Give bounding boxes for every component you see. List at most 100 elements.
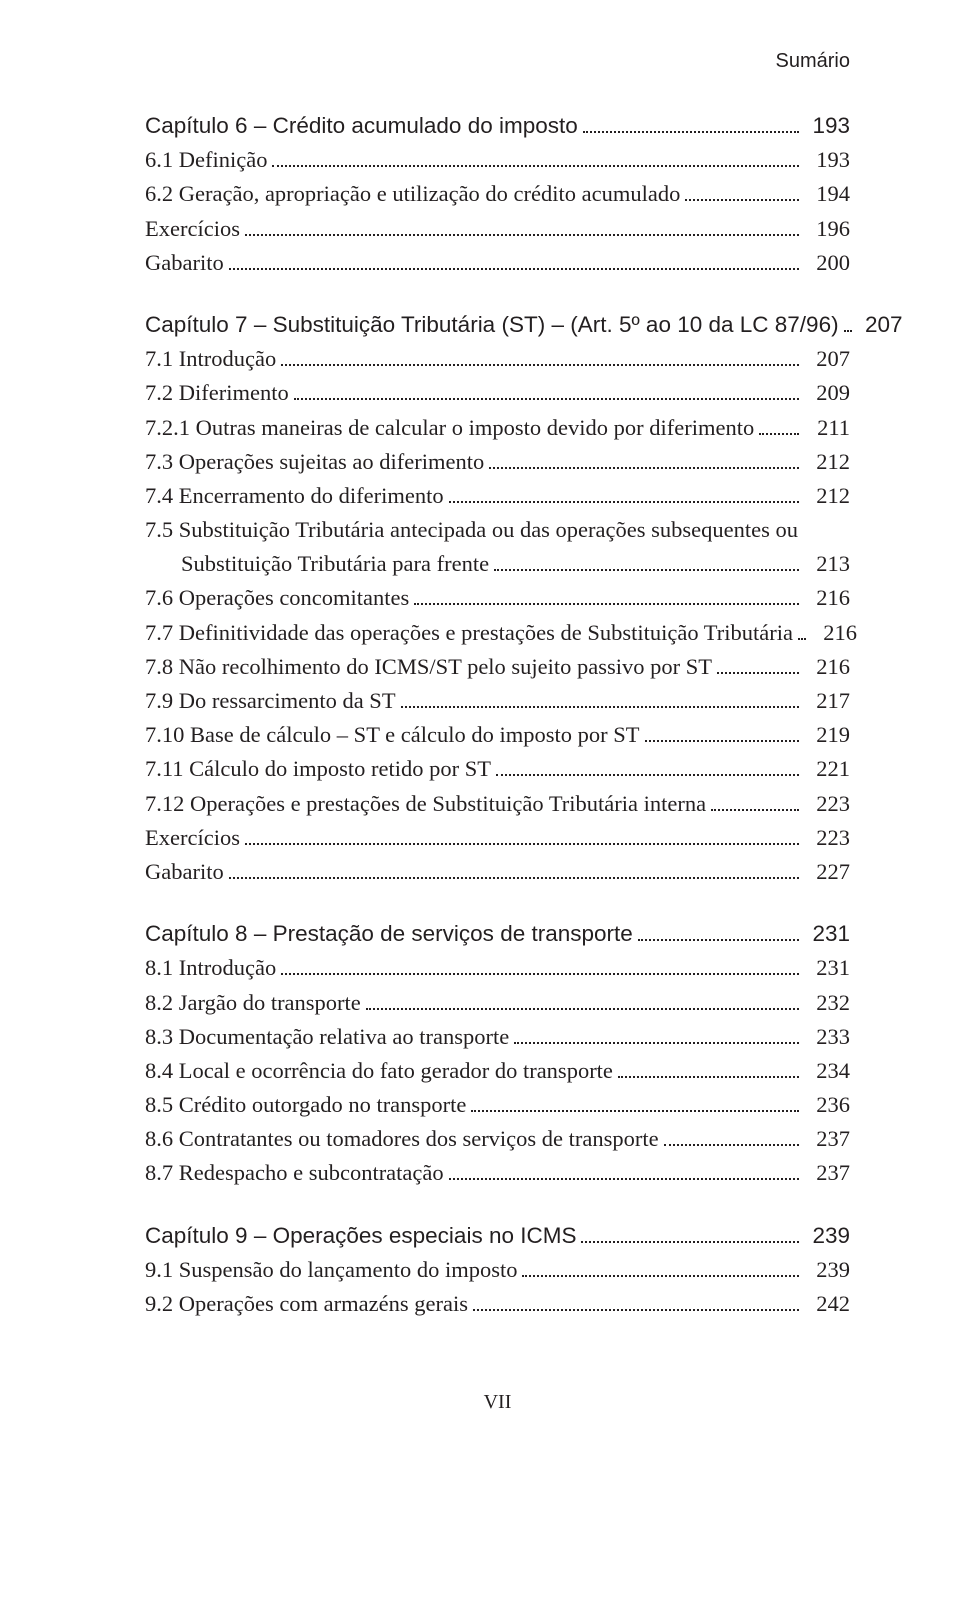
toc-label: 9.1 Suspensão do lançamento do imposto bbox=[145, 1253, 517, 1287]
toc-label: 7.12 Operações e prestações de Substitui… bbox=[145, 787, 706, 821]
toc-page-number: 216 bbox=[804, 650, 850, 684]
toc-section: Capítulo 7 – Substituição Tributária (ST… bbox=[145, 308, 850, 889]
toc-entry-row: 7.2.1 Outras maneiras de calcular o impo… bbox=[145, 411, 850, 445]
toc-label: 7.11 Cálculo do imposto retido por ST bbox=[145, 752, 491, 786]
toc-entry-row: Substituição Tributária para frente213 bbox=[145, 547, 850, 581]
page-header: Sumário bbox=[145, 50, 850, 73]
toc-page-number: 217 bbox=[804, 684, 850, 718]
toc-entry-row: Exercícios196 bbox=[145, 212, 850, 246]
toc-entry-row: 9.2 Operações com armazéns gerais242 bbox=[145, 1287, 850, 1321]
toc-leader-dots bbox=[401, 694, 799, 708]
toc-page-number: 193 bbox=[804, 109, 850, 143]
toc-entry-row: 6.1 Definição 193 bbox=[145, 143, 850, 177]
toc-page-number: 207 bbox=[804, 342, 850, 376]
toc-leader-dots bbox=[798, 625, 806, 639]
toc-page: Sumário Capítulo 6 – Crédito acumulado d… bbox=[0, 0, 960, 1454]
toc-leader-dots bbox=[581, 1228, 799, 1242]
toc-entry-row: 6.2 Geração, apropriação e utilização do… bbox=[145, 177, 850, 211]
toc-page-number: 223 bbox=[804, 787, 850, 821]
toc-page-number: 234 bbox=[804, 1054, 850, 1088]
toc-label: Gabarito bbox=[145, 246, 224, 280]
toc-label: 8.4 Local e ocorrência do fato gerador d… bbox=[145, 1054, 613, 1088]
toc-label: Capítulo 7 – Substituição Tributária (ST… bbox=[145, 308, 839, 342]
toc-leader-dots bbox=[711, 796, 799, 810]
toc-leader-dots bbox=[294, 386, 799, 400]
toc-entry-row: 7.8 Não recolhimento do ICMS/ST pelo suj… bbox=[145, 650, 850, 684]
toc-entry-row: 8.1 Introdução231 bbox=[145, 951, 850, 985]
toc-leader-dots bbox=[449, 1166, 799, 1180]
toc-page-number: 194 bbox=[804, 177, 850, 211]
toc-page-number: 237 bbox=[804, 1122, 850, 1156]
toc-page-number: 239 bbox=[804, 1219, 850, 1253]
toc-label: 7.2 Diferimento bbox=[145, 376, 289, 410]
toc-leader-dots bbox=[844, 318, 852, 332]
toc-page-number: 221 bbox=[804, 752, 850, 786]
toc-label: 7.3 Operações sujeitas ao diferimento bbox=[145, 445, 484, 479]
toc-page-number: 239 bbox=[804, 1253, 850, 1287]
toc-chapter-row: Capítulo 8 – Prestação de serviços de tr… bbox=[145, 917, 850, 951]
toc-label: Exercícios bbox=[145, 821, 240, 855]
toc-leader-dots bbox=[229, 255, 799, 269]
toc-label: Gabarito bbox=[145, 855, 224, 889]
toc-label: 7.6 Operações concomitantes bbox=[145, 581, 409, 615]
toc-page-number: 242 bbox=[804, 1287, 850, 1321]
toc-entry-row: 7.11 Cálculo do imposto retido por ST 221 bbox=[145, 752, 850, 786]
toc-label: 7.7 Definitividade das operações e prest… bbox=[145, 616, 793, 650]
toc-entry-row: 8.2 Jargão do transporte 232 bbox=[145, 986, 850, 1020]
toc-entry-row: 7.12 Operações e prestações de Substitui… bbox=[145, 787, 850, 821]
toc-leader-dots bbox=[522, 1262, 799, 1276]
toc-page-number: 236 bbox=[804, 1088, 850, 1122]
toc-entry-row: 8.3 Documentação relativa ao transporte2… bbox=[145, 1020, 850, 1054]
toc-entry-row: 8.5 Crédito outorgado no transporte 236 bbox=[145, 1088, 850, 1122]
toc-leader-dots bbox=[281, 961, 799, 975]
toc-entry-row: Gabarito 200 bbox=[145, 246, 850, 280]
toc-page-number: 213 bbox=[804, 547, 850, 581]
toc-section: Capítulo 6 – Crédito acumulado do impost… bbox=[145, 109, 850, 280]
toc-leader-dots bbox=[449, 489, 799, 503]
toc-label: 7.9 Do ressarcimento da ST bbox=[145, 684, 396, 718]
toc-page-number: 193 bbox=[804, 143, 850, 177]
toc-label: 8.6 Contratantes ou tomadores dos serviç… bbox=[145, 1122, 659, 1156]
toc-entry-row: 9.1 Suspensão do lançamento do imposto 23… bbox=[145, 1253, 850, 1287]
toc-page-number: 227 bbox=[804, 855, 850, 889]
toc-leader-dots bbox=[245, 221, 799, 235]
toc-page-number: 207 bbox=[857, 308, 903, 342]
toc-entry-row: 7.9 Do ressarcimento da ST 217 bbox=[145, 684, 850, 718]
toc-entry-row: Exercícios 223 bbox=[145, 821, 850, 855]
toc-entry-row: 7.7 Definitividade das operações e prest… bbox=[145, 616, 850, 650]
toc-leader-dots bbox=[229, 865, 799, 879]
toc-leader-dots bbox=[366, 995, 799, 1009]
toc-label: 6.1 Definição bbox=[145, 143, 267, 177]
toc-label: 8.2 Jargão do transporte bbox=[145, 986, 361, 1020]
toc-page-number: 232 bbox=[804, 986, 850, 1020]
toc-entry-row: Gabarito 227 bbox=[145, 855, 850, 889]
toc-page-number: 196 bbox=[804, 212, 850, 246]
toc-label: 7.2.1 Outras maneiras de calcular o impo… bbox=[145, 411, 754, 445]
toc-entry-row: 7.2 Diferimento 209 bbox=[145, 376, 850, 410]
toc-label: 7.4 Encerramento do diferimento bbox=[145, 479, 444, 513]
toc-leader-dots bbox=[473, 1297, 799, 1311]
toc-section: Capítulo 8 – Prestação de serviços de tr… bbox=[145, 917, 850, 1191]
toc-entry-row: 7.1 Introdução207 bbox=[145, 342, 850, 376]
toc-entry-row: 8.4 Local e ocorrência do fato gerador d… bbox=[145, 1054, 850, 1088]
toc-leader-dots bbox=[414, 591, 799, 605]
toc-leader-dots bbox=[638, 927, 799, 941]
toc-leader-dots bbox=[514, 1029, 799, 1043]
toc-chapter-row: Capítulo 9 – Operações especiais no ICMS… bbox=[145, 1219, 850, 1253]
toc-entry-row: 7.3 Operações sujeitas ao diferimento212 bbox=[145, 445, 850, 479]
toc-leader-dots bbox=[664, 1132, 799, 1146]
toc-leader-dots bbox=[245, 830, 799, 844]
toc-page-number: 200 bbox=[804, 246, 850, 280]
toc-leader-dots bbox=[685, 187, 799, 201]
toc-label: 8.1 Introdução bbox=[145, 951, 276, 985]
toc-page-number: 209 bbox=[804, 376, 850, 410]
toc-label: Capítulo 9 – Operações especiais no ICMS bbox=[145, 1219, 576, 1253]
toc-page-number: 231 bbox=[804, 917, 850, 951]
toc-leader-dots bbox=[272, 153, 799, 167]
toc-page-number: 237 bbox=[804, 1156, 850, 1190]
toc-page-number: 223 bbox=[804, 821, 850, 855]
toc-label: 7.5 Substituição Tributária antecipada o… bbox=[145, 513, 798, 547]
toc-label: 6.2 Geração, apropriação e utilização do… bbox=[145, 177, 680, 211]
toc-label: 8.5 Crédito outorgado no transporte bbox=[145, 1088, 466, 1122]
toc-page-number: 216 bbox=[811, 616, 857, 650]
